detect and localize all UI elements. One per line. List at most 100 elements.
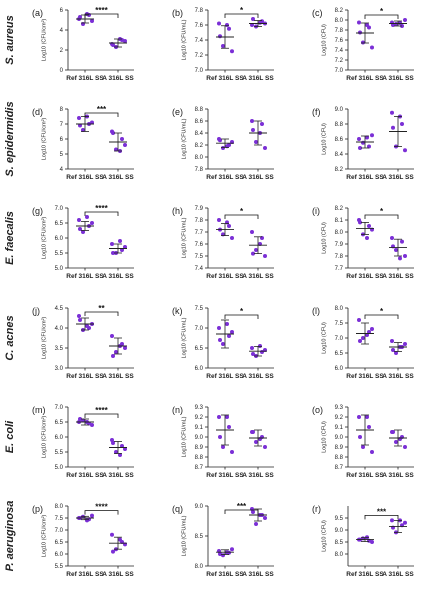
- data-point: [118, 239, 122, 243]
- data-point: [227, 26, 231, 31]
- y-tick-label: 8.0: [55, 504, 64, 510]
- data-point: [398, 256, 402, 261]
- y-tick-label: 7.4: [335, 48, 344, 54]
- panel: (k) 6.0 6.5 7.0 7.5 Log10 (CFU/mL) Ref 316L SS…: [172, 306, 274, 380]
- y-tick-label: 7.6: [195, 242, 204, 248]
- data-point: [110, 334, 114, 338]
- y-axis-label: Log10 (CFU/cm²): [41, 19, 47, 62]
- y-axis-label: Log10 (CFU): [321, 421, 327, 453]
- panel: (q) 8.0 8.5 9.0 Log10 (CFU/mL) Ref 316L SSA 3…: [172, 502, 274, 578]
- y-tick-label: 6.5: [55, 420, 64, 426]
- panel: (h) 7.4 7.5 7.6 7.7 7.8 7.9 Log10 (CFU/mL) Ref 3…: [172, 206, 274, 280]
- y-tick-label: 8.5: [335, 540, 344, 546]
- data-point: [250, 346, 254, 350]
- panel-label: (f): [312, 107, 321, 117]
- panel-label: (a): [32, 8, 43, 18]
- y-tick-label: 8: [60, 107, 64, 113]
- y-tick-label: 5.5: [55, 564, 64, 570]
- data-point: [111, 354, 115, 358]
- y-axis-label: Log10 (CFU/mL): [181, 416, 187, 457]
- panel-label: (g): [32, 206, 43, 216]
- data-point: [230, 450, 234, 454]
- y-tick-label: 8.6: [335, 137, 344, 143]
- y-tick-label: 7.0: [195, 68, 204, 74]
- y-axis-label: Log10 (CFU): [321, 520, 327, 552]
- data-point: [391, 348, 395, 352]
- panel: (o) 8.7 8.8 8.9 9.0 9.1 9.2 9.3 Log10 (CFU) Ref 3…: [312, 405, 414, 479]
- data-point: [227, 224, 231, 228]
- significance-label: ****: [95, 204, 108, 213]
- y-tick-label: 5: [60, 152, 64, 158]
- x-tick-label: Ref 316L SS: [206, 174, 244, 181]
- data-point: [370, 540, 374, 544]
- significance-label: *: [240, 307, 244, 316]
- y-tick-label: 4.5: [55, 306, 64, 312]
- x-tick-label: Ref 316L SS: [346, 75, 384, 82]
- data-point: [230, 547, 234, 552]
- data-point: [114, 450, 118, 454]
- y-tick-label: 6.0: [195, 366, 204, 372]
- data-point: [251, 128, 255, 132]
- y-tick-label: 9.5: [335, 516, 344, 522]
- y-tick-label: 7.4: [195, 38, 204, 44]
- row-label: S. epidermidis: [4, 101, 16, 176]
- y-axis-label: Log10 (CFU/mL): [181, 317, 187, 358]
- y-tick-label: 8.0: [335, 18, 344, 24]
- significance-label: *: [380, 207, 384, 216]
- x-tick-label: A 316L SS: [242, 571, 274, 578]
- row-label: P. aeruginosa: [4, 501, 16, 572]
- panel-label: (o): [312, 405, 323, 415]
- data-point: [398, 21, 402, 25]
- data-point: [227, 334, 231, 338]
- data-point: [123, 245, 127, 249]
- data-point: [358, 30, 362, 35]
- y-tick-label: 7.0: [335, 68, 344, 74]
- x-tick-label: Ref 316L SS: [346, 472, 384, 479]
- y-tick-label: 8.0: [195, 155, 204, 161]
- data-point: [403, 254, 407, 258]
- y-tick-label: 7.9: [195, 206, 204, 212]
- significance-label: ***: [97, 105, 107, 114]
- data-point: [250, 230, 254, 234]
- data-point: [230, 330, 234, 334]
- significance-bracket: [224, 13, 259, 18]
- data-point: [400, 239, 404, 244]
- data-point: [85, 324, 89, 328]
- data-point: [90, 120, 94, 125]
- row-label: E. coli: [4, 420, 16, 453]
- y-tick-label: 8.8: [335, 122, 344, 128]
- panel: (f) 8.2 8.4 8.6 8.8 9.0 Log10 (CFU) Ref 316L SS…: [312, 107, 414, 181]
- data-point: [114, 350, 118, 354]
- significance-label: ****: [95, 503, 108, 512]
- y-axis-label: Log10 (CFU/cm²): [41, 515, 47, 558]
- data-point: [357, 137, 361, 141]
- y-tick-label: 7.8: [195, 218, 204, 224]
- x-tick-label: A 316L SS: [242, 472, 274, 479]
- data-point: [390, 518, 394, 523]
- data-point: [390, 110, 394, 115]
- x-tick-label: Ref 316L SS: [346, 273, 384, 280]
- data-point: [77, 218, 81, 222]
- y-tick-label: 8.1: [335, 218, 344, 224]
- y-tick-label: 7.5: [335, 321, 344, 327]
- x-tick-label: Ref 316L SS: [66, 75, 104, 82]
- data-point: [120, 444, 124, 448]
- data-point: [390, 339, 394, 343]
- data-point: [365, 23, 369, 27]
- data-point: [120, 248, 124, 252]
- data-point: [78, 123, 82, 128]
- y-tick-label: 7.0: [335, 336, 344, 342]
- panel: (n) 8.7 8.8 8.9 9.0 9.1 9.2 9.3 Log10 (CFU/mL) Re…: [172, 405, 274, 479]
- data-point: [120, 137, 124, 141]
- significance-bracket: [224, 509, 259, 514]
- y-tick-label: 0: [60, 68, 64, 74]
- y-tick-label: 8.9: [195, 445, 204, 451]
- panel: (a) 0 2 4 6 Log10 (CFU/cm²) Ref 316L SSA 316L …: [32, 6, 134, 82]
- data-point: [391, 430, 395, 434]
- significance-bracket: [224, 214, 259, 219]
- data-point: [391, 125, 395, 130]
- panel-label: (h): [172, 206, 183, 216]
- data-point: [221, 445, 225, 449]
- x-tick-label: A 316L SS: [102, 571, 134, 578]
